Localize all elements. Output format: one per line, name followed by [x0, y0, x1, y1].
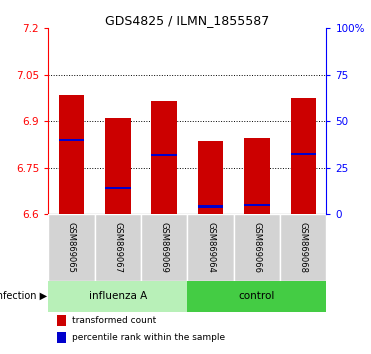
- Bar: [290, 153, 316, 155]
- Bar: [151, 154, 177, 156]
- Text: GSM869064: GSM869064: [206, 222, 215, 273]
- Bar: [244, 138, 270, 214]
- Bar: [105, 187, 131, 189]
- Bar: [290, 98, 316, 214]
- Bar: [141, 214, 187, 280]
- Text: transformed count: transformed count: [72, 316, 156, 325]
- Text: influenza A: influenza A: [89, 291, 147, 301]
- Bar: [56, 315, 66, 326]
- Bar: [59, 95, 84, 214]
- Text: percentile rank within the sample: percentile rank within the sample: [72, 333, 225, 342]
- Text: GSM869066: GSM869066: [252, 222, 262, 273]
- Bar: [280, 214, 326, 280]
- Bar: [48, 280, 187, 312]
- Text: infection ▶: infection ▶: [0, 291, 47, 301]
- Text: GSM869065: GSM869065: [67, 222, 76, 273]
- Bar: [59, 139, 84, 141]
- Bar: [48, 214, 95, 280]
- Bar: [244, 204, 270, 206]
- Bar: [187, 214, 234, 280]
- Text: GSM869069: GSM869069: [160, 222, 169, 273]
- Bar: [198, 205, 223, 207]
- Text: GSM869068: GSM869068: [299, 222, 308, 273]
- Bar: [198, 141, 223, 214]
- Bar: [187, 280, 326, 312]
- Bar: [56, 332, 66, 343]
- Bar: [95, 214, 141, 280]
- Bar: [151, 101, 177, 214]
- Bar: [105, 118, 131, 214]
- Title: GDS4825 / ILMN_1855587: GDS4825 / ILMN_1855587: [105, 14, 269, 27]
- Text: GSM869067: GSM869067: [113, 222, 122, 273]
- Bar: [234, 214, 280, 280]
- Text: control: control: [239, 291, 275, 301]
